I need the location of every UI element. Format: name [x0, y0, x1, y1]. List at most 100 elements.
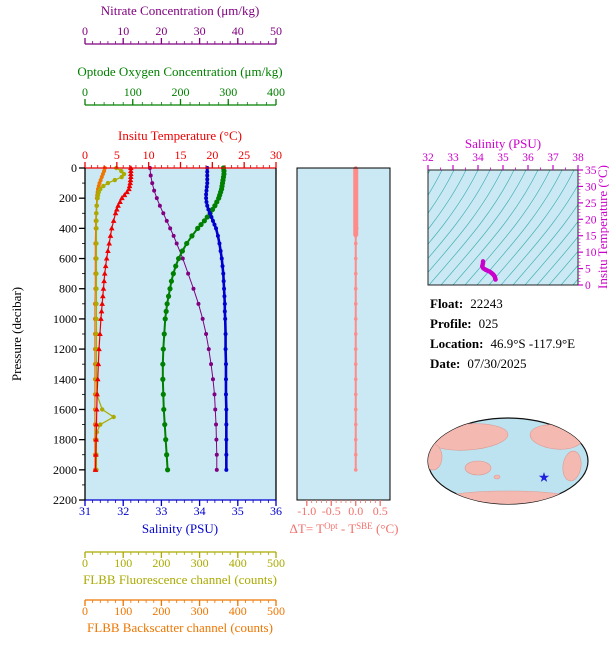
svg-text:200: 200 [152, 556, 170, 570]
svg-text:25: 25 [238, 148, 250, 162]
delta-t-label-pre: ΔT= T [289, 521, 325, 536]
svg-text:0: 0 [71, 161, 77, 175]
svg-text:0: 0 [82, 148, 88, 162]
svg-text:0: 0 [585, 280, 591, 292]
fluorescence-axis: 0 100 200 300 400 500 [82, 551, 285, 570]
oxygen-series [160, 165, 227, 473]
ts-curve-series [480, 259, 498, 282]
svg-text:400: 400 [59, 221, 77, 235]
svg-text:300: 300 [219, 85, 237, 99]
svg-text:36: 36 [522, 152, 534, 164]
profile-row: Profile: 025 [430, 316, 575, 332]
svg-text:38: 38 [572, 152, 584, 164]
svg-text:200: 200 [172, 85, 190, 99]
panel-backgrounds [85, 168, 578, 500]
delta-t-label-sup-sbe: SBE [356, 521, 373, 531]
svg-text:32: 32 [117, 504, 129, 518]
salinity-axis-title: Salinity (PSU) [141, 521, 219, 536]
world-map [427, 417, 589, 505]
float-id-label: Float: [430, 296, 464, 311]
svg-text:0: 0 [82, 24, 88, 38]
svg-text:20: 20 [585, 214, 597, 226]
pressure-axis-title: Pressure (decibar) [9, 286, 24, 382]
svg-text:0.5: 0.5 [373, 504, 388, 518]
svg-text:800: 800 [59, 282, 77, 296]
svg-text:500: 500 [267, 556, 285, 570]
svg-text:300: 300 [191, 604, 209, 618]
profile-label: Profile: [430, 316, 472, 331]
svg-text:20: 20 [155, 24, 167, 38]
svg-text:1000: 1000 [53, 312, 77, 326]
svg-text:2200: 2200 [53, 493, 77, 507]
nitrate-axis: 0 10 20 30 40 50 [82, 24, 282, 45]
svg-text:50: 50 [270, 24, 282, 38]
svg-text:30: 30 [194, 24, 206, 38]
svg-text:100: 100 [114, 556, 132, 570]
svg-text:1200: 1200 [53, 342, 77, 356]
svg-text:37: 37 [547, 152, 559, 164]
delta-t-panel-frame: -1.0 -0.5 0.0 0.5 [296, 167, 391, 518]
float-location-star-icon [538, 472, 550, 482]
float-id-value: 22243 [470, 296, 503, 311]
svg-text:-1.0: -1.0 [297, 504, 316, 518]
svg-text:1400: 1400 [53, 372, 77, 386]
svg-text:0: 0 [82, 556, 88, 570]
svg-text:100: 100 [114, 604, 132, 618]
svg-text:5: 5 [114, 148, 120, 162]
float-id-row: Float: 22243 [430, 296, 575, 312]
svg-text:33: 33 [447, 152, 459, 164]
nitrate-axis-title: Nitrate Concentration (μm/kg) [100, 3, 260, 18]
svg-text:500: 500 [267, 604, 285, 618]
ts-density-contours [428, 170, 578, 285]
svg-text:300: 300 [191, 556, 209, 570]
svg-text:600: 600 [59, 252, 77, 266]
location-label: Location: [430, 336, 484, 351]
svg-text:-0.5: -0.5 [322, 504, 341, 518]
date-label: Date: [430, 356, 461, 371]
nitrate-series [147, 166, 219, 472]
backscatter-axis-title: FLBB Backscatter channel (counts) [87, 620, 273, 635]
svg-text:200: 200 [59, 191, 77, 205]
svg-text:0: 0 [82, 604, 88, 618]
ts-temperature-axis-title: Insitu Temperature (°C) [595, 165, 609, 289]
ts-salinity-axis-title: Salinity (PSU) [464, 136, 542, 151]
svg-text:100: 100 [124, 85, 142, 99]
svg-text:40: 40 [232, 24, 244, 38]
svg-text:0: 0 [82, 85, 88, 99]
svg-text:10: 10 [143, 148, 155, 162]
svg-text:34: 34 [194, 504, 206, 518]
delta-t-axis-label: ΔT= TOpt - TSBE (°C) [278, 521, 410, 537]
delta-t-label-post: (°C) [372, 521, 399, 536]
delta-t-series [353, 166, 359, 472]
svg-text:25: 25 [585, 198, 597, 210]
svg-text:30: 30 [585, 181, 597, 193]
profile-value: 025 [478, 316, 499, 331]
backscatter-axis: 0 100 200 300 400 500 [82, 599, 285, 618]
svg-text:20: 20 [206, 148, 218, 162]
temperature-series [92, 165, 134, 472]
oxygen-axis-title: Optode Oxygen Concentration (μm/kg) [77, 64, 283, 79]
svg-text:34: 34 [472, 152, 484, 164]
svg-text:0.0: 0.0 [348, 504, 363, 518]
svg-text:30: 30 [270, 148, 282, 162]
svg-text:35: 35 [497, 152, 509, 164]
fluorescence-axis-title: FLBB Fluorescence channel (counts) [83, 572, 277, 587]
temperature-axis: 0 5 10 15 20 25 30 [82, 148, 282, 169]
temperature-axis-title: Insitu Temperature (°C) [118, 128, 242, 143]
svg-text:32: 32 [422, 152, 434, 164]
date-row: Date: 07/30/2025 [430, 356, 575, 372]
svg-text:400: 400 [229, 556, 247, 570]
salinity-axis: 31 32 33 34 35 36 [79, 499, 282, 518]
svg-text:5: 5 [585, 264, 591, 276]
svg-text:10: 10 [585, 247, 597, 259]
svg-text:1600: 1600 [53, 402, 77, 416]
oxygen-axis: 0 100 200 300 400 [82, 85, 285, 106]
pressure-axis: 0 200 400 600 800 1000 1200 1400 1600 1800 2000 220… [53, 161, 277, 507]
svg-text:400: 400 [229, 604, 247, 618]
svg-text:31: 31 [79, 504, 91, 518]
svg-text:35: 35 [232, 504, 244, 518]
svg-text:33: 33 [155, 504, 167, 518]
delta-t-label-sup-opt: Opt [324, 521, 338, 531]
